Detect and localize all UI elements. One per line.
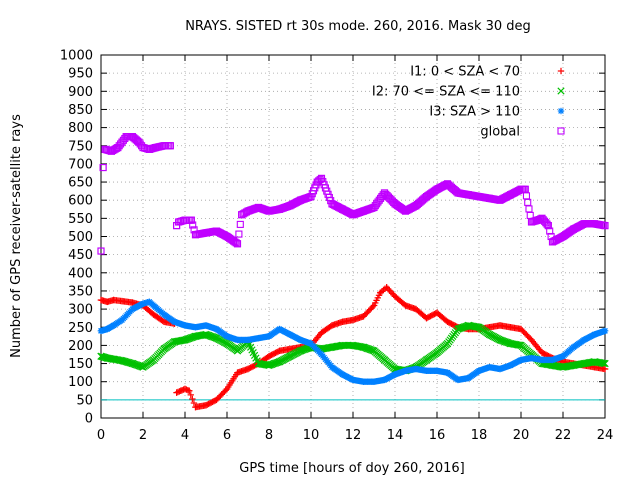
legend-label: global [480, 125, 520, 140]
trace-point [97, 247, 105, 255]
y-tick-label: 500 [68, 230, 93, 245]
x-tick-label: 16 [429, 428, 446, 443]
y-tick-label: 950 [68, 67, 93, 82]
trace-point [181, 385, 189, 393]
trace-point [384, 285, 392, 293]
trace-point [186, 387, 193, 394]
x-tick-label: 4 [181, 428, 189, 443]
trace-point [600, 359, 608, 367]
legend-label: I3: SZA > 110 [429, 105, 520, 120]
trace-point [232, 239, 240, 247]
legend-marker [557, 67, 565, 75]
x-tick-label: 20 [513, 428, 530, 443]
x-tick-label: 22 [555, 428, 572, 443]
y-tick-label: 850 [68, 103, 93, 118]
y-tick-label: 1000 [60, 49, 93, 64]
trace-point [99, 163, 107, 172]
x-tick-label: 14 [387, 428, 404, 443]
trace-point [369, 303, 376, 311]
plot-area [97, 133, 609, 411]
trace-point [189, 221, 197, 229]
trace-point [179, 386, 186, 394]
trace-point [383, 284, 390, 291]
axes: 0 2 4 6 8 10 12 14 16 18 20 22 240501001502002503003… [60, 49, 613, 444]
trace-point [176, 388, 183, 395]
trace-point [543, 220, 551, 228]
trace-point [236, 220, 244, 228]
x-tick-label: 8 [265, 428, 273, 443]
trace-point [546, 227, 554, 235]
y-tick-label: 450 [68, 248, 93, 263]
trace-point [389, 290, 396, 297]
x-tick-label: 6 [223, 428, 231, 443]
x-tick-label: 18 [471, 428, 488, 443]
x-tick-label: 24 [597, 428, 614, 443]
trace-point [184, 386, 191, 394]
y-tick-label: 250 [68, 321, 93, 336]
y-tick-label: 0 [85, 412, 93, 427]
y-tick-label: 900 [68, 85, 93, 100]
y-tick-label: 550 [68, 212, 93, 227]
y-tick-label: 750 [68, 139, 93, 154]
trace-point [601, 359, 609, 368]
trace-point [187, 391, 194, 399]
trace-point [187, 216, 195, 224]
trace-point [222, 387, 229, 394]
trace-point [472, 323, 480, 331]
y-tick-label: 600 [68, 194, 93, 209]
trace-point [173, 222, 181, 230]
y-tick-label: 300 [68, 303, 93, 318]
trace-point [174, 388, 182, 396]
trace-point [138, 363, 146, 371]
x-tick-label: 10 [303, 428, 320, 443]
y-tick-label: 650 [68, 176, 93, 191]
y-tick-label: 800 [68, 121, 93, 136]
x-tick-label: 12 [345, 428, 362, 443]
trace-point [387, 288, 394, 296]
trace-point [235, 230, 243, 238]
series-3 [97, 133, 609, 255]
y-tick-label: 350 [68, 284, 93, 299]
trace-point [189, 395, 196, 403]
legend-marker [557, 127, 565, 135]
trace-point [514, 341, 522, 349]
trace-point [166, 142, 174, 150]
series-0 [97, 284, 609, 411]
trace-point [601, 327, 609, 335]
series-2 [97, 298, 609, 385]
x-axis-label: GPS time [hours of doy 260, 2016] [239, 461, 464, 476]
trace-point [183, 386, 190, 393]
legend-label: I2: 70 <= SZA <= 110 [372, 85, 520, 100]
legend-label: I1: 0 < SZA < 70 [410, 65, 520, 80]
y-tick-label: 200 [68, 339, 93, 354]
trace-point [233, 240, 242, 248]
trace-point [386, 287, 393, 294]
x-tick-label: 2 [139, 428, 147, 443]
y-tick-label: 400 [68, 266, 93, 281]
legend-marker [557, 107, 565, 115]
trace-point [601, 222, 609, 230]
x-tick-label: 0 [97, 428, 105, 443]
y-tick-label: 150 [68, 357, 93, 372]
trace-point [177, 387, 184, 394]
y-axis-label: Number of GPS receiver-satellite rays [9, 114, 24, 358]
y-tick-label: 100 [68, 375, 93, 390]
chart-title: NRAYS. SISTED rt 30s mode. 260, 2016. Ma… [185, 19, 531, 34]
trace-point [173, 389, 180, 396]
legend: I1: 0 < SZA < 70 I2: 70 <= SZA <= 110 I3: … [372, 65, 565, 140]
trace-point [601, 365, 609, 373]
legend-marker [557, 87, 565, 95]
trace-point [544, 222, 552, 230]
y-tick-label: 700 [68, 157, 93, 172]
y-tick-label: 50 [76, 393, 93, 408]
trace-point [190, 399, 198, 407]
trace-point [598, 359, 606, 367]
trace-point [126, 359, 134, 367]
